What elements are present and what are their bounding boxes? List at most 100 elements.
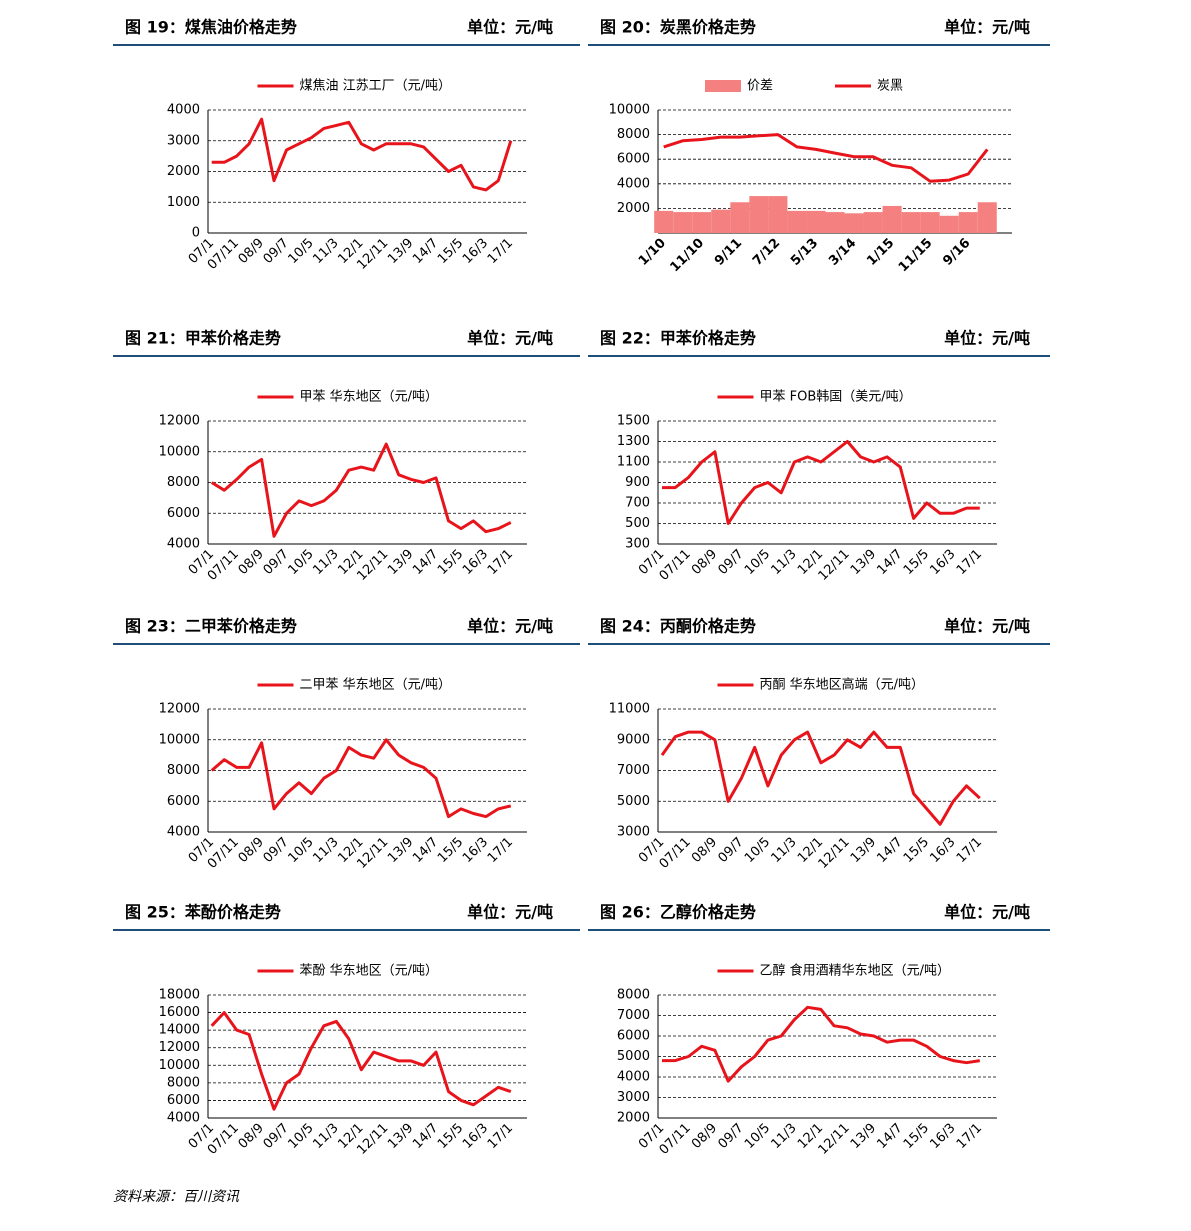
- x-tick-label: 14/7: [410, 835, 441, 866]
- y-tick-label: 300: [625, 537, 650, 552]
- x-tick-label: 9/16: [940, 236, 973, 269]
- x-tick-label: 08/9: [689, 547, 720, 578]
- unit-label: 单位：元/吨: [467, 18, 553, 37]
- bar: [787, 210, 807, 233]
- bar: [711, 209, 731, 233]
- x-tick-label: 09/7: [715, 1121, 746, 1152]
- x-tick-label: 15/5: [435, 547, 466, 578]
- x-tick-label: 16/3: [927, 1121, 958, 1152]
- x-tick-label: 08/9: [236, 1121, 267, 1152]
- legend-label: 价差: [747, 79, 773, 94]
- bar: [730, 202, 750, 233]
- y-tick-label: 11000: [609, 702, 650, 717]
- y-tick-label: 5000: [617, 1049, 650, 1064]
- x-tick-label: 11/3: [310, 835, 341, 866]
- x-tick-label: 17/1: [485, 547, 516, 578]
- x-tick-label: 11/3: [310, 547, 341, 578]
- bar: [939, 215, 959, 233]
- x-tick-label: 17/1: [954, 1121, 985, 1152]
- y-tick-label: 4000: [167, 537, 200, 552]
- y-tick-label: 3000: [617, 1090, 650, 1105]
- x-tick-label: 9/11: [712, 236, 745, 269]
- bar: [825, 212, 845, 233]
- legend-label: 炭黑: [877, 79, 903, 94]
- x-tick-label: 09/7: [261, 547, 292, 578]
- unit-label: 单位：元/吨: [944, 617, 1030, 636]
- y-tick-label: 700: [625, 496, 650, 511]
- y-tick-label: 10000: [159, 732, 200, 747]
- legend-swatch: [705, 80, 741, 92]
- x-tick-label: 14/7: [410, 1121, 441, 1152]
- line: [210, 738, 512, 819]
- legend-label: 二甲苯 华东地区（元/吨）: [300, 678, 452, 693]
- x-tick-label: 09/7: [261, 1121, 292, 1152]
- x-tick-label: 10/5: [285, 835, 316, 866]
- figure-title: 图 19：煤焦油价格走势: [125, 18, 297, 37]
- line: [210, 1011, 512, 1111]
- x-tick-label: 16/3: [460, 547, 491, 578]
- y-tick-label: 9000: [617, 732, 650, 747]
- y-tick-label: 10000: [159, 1058, 200, 1073]
- y-tick-label: 8000: [617, 988, 650, 1003]
- unit-label: 单位：元/吨: [944, 18, 1030, 37]
- x-tick-label: 09/7: [261, 236, 292, 267]
- x-tick-label: 13/9: [385, 547, 416, 578]
- bar: [673, 212, 693, 233]
- y-tick-label: 1000: [167, 195, 200, 210]
- y-tick-label: 4000: [167, 103, 200, 118]
- y-tick-label: 4000: [167, 1111, 200, 1126]
- x-tick-label: 08/9: [689, 835, 720, 866]
- y-tick-label: 12000: [159, 702, 200, 717]
- bar: [977, 202, 997, 233]
- x-tick-label: 14/7: [410, 236, 441, 267]
- y-tick-label: 6000: [167, 1093, 200, 1108]
- y-tick-label: 1300: [617, 434, 650, 449]
- y-tick-label: 12000: [159, 414, 200, 429]
- x-tick-label: 13/9: [385, 1121, 416, 1152]
- unit-label: 单位：元/吨: [944, 329, 1030, 348]
- x-tick-label: 14/7: [874, 547, 905, 578]
- x-tick-label: 10/5: [285, 236, 316, 267]
- figure-title: 图 25：苯酚价格走势: [125, 903, 281, 922]
- x-tick-label: 10/5: [285, 547, 316, 578]
- legend-label: 甲苯 FOB韩国（美元/吨）: [760, 390, 912, 405]
- x-tick-label: 10/5: [742, 835, 773, 866]
- bar: [768, 196, 788, 233]
- x-tick-label: 14/7: [874, 835, 905, 866]
- x-tick-label: 15/5: [901, 835, 932, 866]
- x-tick-label: 13/9: [848, 1121, 879, 1152]
- x-tick-label: 10/5: [742, 547, 773, 578]
- y-tick-label: 8000: [617, 127, 650, 142]
- y-tick-label: 1500: [617, 414, 650, 429]
- y-tick-label: 6000: [617, 152, 650, 167]
- line: [210, 442, 512, 538]
- x-tick-label: 15/5: [901, 1121, 932, 1152]
- y-tick-label: 6000: [617, 1029, 650, 1044]
- x-tick-label: 08/9: [689, 1121, 720, 1152]
- x-tick-label: 1/15: [864, 236, 897, 269]
- x-tick-label: 1/10: [636, 236, 669, 269]
- figure-title: 图 21：甲苯价格走势: [125, 329, 281, 348]
- x-tick-label: 14/7: [874, 1121, 905, 1152]
- bar: [920, 212, 940, 233]
- legend-label: 乙醇 食用酒精华东地区（元/吨）: [760, 963, 951, 979]
- figure-title: 图 24：丙酮价格走势: [600, 617, 756, 636]
- y-tick-label: 8000: [167, 763, 200, 778]
- y-tick-label: 2000: [167, 164, 200, 179]
- y-tick-label: 6000: [167, 506, 200, 521]
- unit-label: 单位：元/吨: [944, 903, 1030, 922]
- y-tick-label: 2000: [617, 1111, 650, 1126]
- x-tick-label: 11/10: [668, 236, 708, 276]
- y-tick-label: 7000: [617, 763, 650, 778]
- x-tick-label: 11/3: [768, 835, 799, 866]
- x-tick-label: 13/9: [848, 835, 879, 866]
- y-tick-label: 900: [625, 475, 650, 490]
- bar: [654, 210, 674, 233]
- y-tick-label: 12000: [159, 1040, 200, 1055]
- x-tick-label: 09/7: [715, 835, 746, 866]
- x-tick-label: 17/1: [954, 547, 985, 578]
- x-tick-label: 11/15: [896, 236, 936, 276]
- x-tick-label: 11/3: [310, 236, 341, 267]
- x-tick-label: 08/9: [236, 547, 267, 578]
